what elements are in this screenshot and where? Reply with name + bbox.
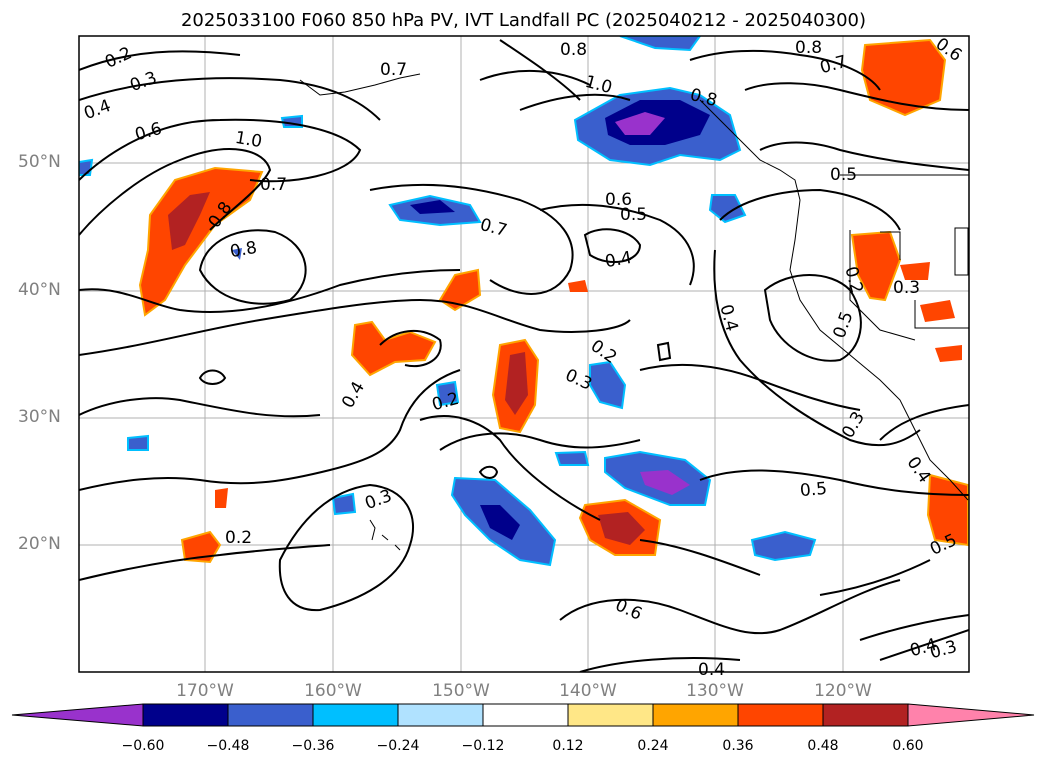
coastlines <box>299 73 969 551</box>
colorbar-tick-label: 0.12 <box>552 738 584 754</box>
contour-label: 0.5 <box>830 165 858 185</box>
colorbar-segment <box>822 703 909 727</box>
colorbar <box>11 703 1035 727</box>
contour-label: 0.8 <box>560 40 588 60</box>
lon-label-140w: 140°W <box>559 681 617 701</box>
contour-label: 0.5 <box>799 478 828 502</box>
lat-label-50n: 50°N <box>18 152 61 172</box>
lon-label-130w: 130°W <box>686 681 744 701</box>
colorbar-segment <box>737 703 824 727</box>
colorbar-segment <box>142 703 229 727</box>
colorbar-segment <box>482 703 569 727</box>
lon-label-170w: 170°W <box>176 681 234 701</box>
colorbar-tick-label: 0.60 <box>892 738 924 754</box>
contour-label: 0.2 <box>225 528 253 548</box>
colorbar-tick-label: −0.12 <box>461 738 505 754</box>
colorbar-segment <box>652 703 739 727</box>
contour-label: 0.3 <box>893 278 921 298</box>
contour-label: 0.8 <box>795 38 823 58</box>
lat-label-40n: 40°N <box>18 280 61 300</box>
colorbar-segment <box>567 703 654 727</box>
colorbar-segment <box>312 703 399 727</box>
lon-label-160w: 160°W <box>304 681 362 701</box>
colorbar-tick-label: −0.60 <box>121 738 165 754</box>
colorbar-segment <box>907 703 1035 727</box>
pv-negative-regions <box>79 36 817 567</box>
map-title: 2025033100 F060 850 hPa PV, IVT Landfall… <box>180 10 867 31</box>
colorbar-tick-label: −0.24 <box>376 738 420 754</box>
contour-label: 0.6 <box>605 190 633 210</box>
contour-label: 0.4 <box>698 660 726 680</box>
colorbar-segment <box>11 703 144 727</box>
colorbar-segment <box>397 703 484 727</box>
colorbar-segment <box>227 703 314 727</box>
contour-label: 0.5 <box>620 205 648 225</box>
colorbar-tick-label: 0.36 <box>722 738 754 754</box>
colorbar-tick-label: 0.48 <box>807 738 839 754</box>
colorbar-tick-label: −0.36 <box>291 738 335 754</box>
contour-label: 0.7 <box>380 60 408 80</box>
lon-label-150w: 150°W <box>432 681 490 701</box>
lon-label-120w: 120°W <box>814 681 872 701</box>
colorbar-tick-label: 0.24 <box>637 738 669 754</box>
map-frame <box>78 35 970 673</box>
lat-label-20n: 20°N <box>18 534 61 554</box>
contour-label: 0.7 <box>260 175 288 195</box>
pv-contours <box>79 39 969 672</box>
lat-label-30n: 30°N <box>18 407 61 427</box>
colorbar-tick-label: −0.48 <box>206 738 250 754</box>
